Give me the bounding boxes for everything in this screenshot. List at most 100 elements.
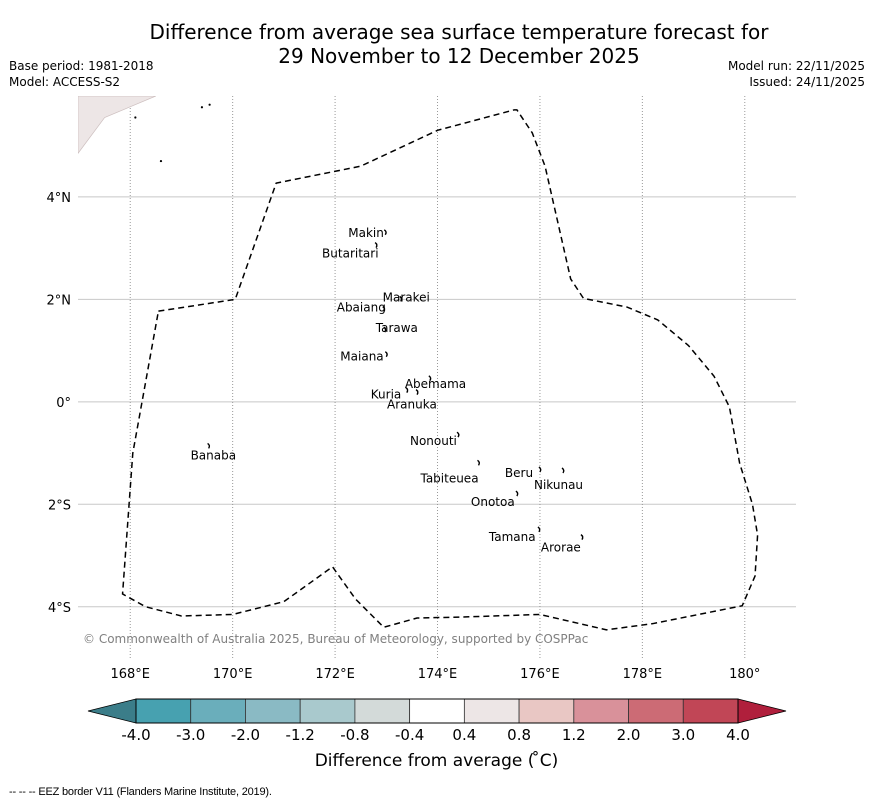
- colorbar-tick-label: 3.0: [671, 726, 695, 744]
- eez-border-line: [121, 109, 759, 631]
- island-nikunau: Nikunau: [534, 467, 583, 492]
- meta-right: Model run: 22/11/2025 Issued: 24/11/2025: [728, 58, 865, 90]
- island-shape: [383, 229, 387, 236]
- model-name: Model: ACCESS-S2: [9, 75, 121, 89]
- island-nonouti: Nonouti: [410, 431, 460, 448]
- colorbar-segment: [573, 698, 629, 724]
- islet-mark: [159, 159, 163, 163]
- colorbar-tick-label: -2.0: [231, 726, 260, 744]
- island-shape: [537, 526, 541, 533]
- eez-border-note: -- -- -- EEZ border V11 (Flanders Marine…: [9, 786, 272, 798]
- eez-border-layer: [121, 109, 759, 631]
- chart-title: Difference from average sea surface temp…: [0, 20, 873, 68]
- island-shape: [580, 534, 584, 540]
- island-label: Nikunau: [534, 478, 583, 492]
- title-line-2: 29 November to 12 December 2025: [278, 44, 640, 68]
- island-abemama: Abemama: [405, 375, 466, 391]
- island-shape: [383, 326, 387, 333]
- copyright-notice: © Commonwealth of Australia 2025, Bureau…: [83, 632, 589, 646]
- island-abaiang: Abaiang: [337, 301, 386, 315]
- lon-tick-label: 172°E: [315, 667, 355, 682]
- island-tamana: Tamana: [488, 526, 541, 544]
- island-shape: [382, 306, 386, 313]
- colorbar-tick-label: -0.4: [395, 726, 424, 744]
- islet-mark: [134, 116, 137, 119]
- island-arorae: Arorae: [541, 534, 584, 555]
- island-label: Marakei: [383, 290, 430, 304]
- island-shape: [456, 431, 460, 438]
- colorbar-segment: [135, 698, 192, 724]
- colorbar-segment: [190, 698, 246, 724]
- colorbar-tick-label: 0.8: [507, 726, 531, 744]
- colorbar-tick-label: 2.0: [617, 726, 641, 744]
- colorbar-tick-label: 0.4: [452, 726, 476, 744]
- island-makin: Makin: [348, 226, 387, 240]
- island-aranuka: Aranuka: [387, 389, 437, 412]
- island-label: Tabiteuea: [419, 471, 478, 485]
- colorbar-segment: [245, 698, 301, 724]
- island-label: Tamana: [488, 530, 536, 544]
- island-label: Butaritari: [322, 247, 379, 261]
- title-line-1: Difference from average sea surface temp…: [149, 20, 769, 44]
- island-label: Beru: [505, 466, 533, 480]
- island-shape: [428, 375, 432, 382]
- island-shape: [515, 490, 519, 497]
- colorbar-segment: [463, 698, 520, 724]
- island-shape: [477, 459, 480, 466]
- colorbar-tick-label: 4.0: [726, 726, 750, 744]
- island-label: Onotoa: [471, 495, 515, 509]
- colorbar-under-arrow: [87, 698, 137, 724]
- lon-tick-label: 178°E: [623, 667, 663, 682]
- lon-tick-label: 170°E: [213, 667, 253, 682]
- colorbar-tick-label: -3.0: [176, 726, 205, 744]
- island-tabiteuea: Tabiteuea: [419, 459, 480, 485]
- lon-tick-label: 176°E: [520, 667, 560, 682]
- colorbar-segment: [628, 698, 684, 724]
- island-label: Nonouti: [410, 434, 457, 448]
- island-kuria: Kuria: [371, 386, 409, 402]
- island-shape: [399, 295, 403, 302]
- island-shape: [384, 351, 388, 358]
- island-label: Maiana: [340, 350, 383, 364]
- lat-tick-label: 4°N: [47, 191, 72, 206]
- island-label: Kuria: [371, 388, 402, 402]
- island-butaritari: Butaritari: [322, 242, 379, 261]
- colorbar-tick-label: -1.2: [286, 726, 315, 744]
- colorbar-segment: [299, 698, 356, 724]
- island-shape: [374, 242, 378, 248]
- islet-mark: [208, 103, 211, 106]
- island-beru: Beru: [505, 466, 542, 480]
- colorbar-segment: [518, 698, 575, 724]
- island-shape: [561, 467, 565, 474]
- colorbar: -4.0 -3.0 -2.0 -1.2 -0.8 -0.4 0.4 0.8 1.2 2.0 3.0 4…: [87, 698, 787, 744]
- lon-tick-label: 174°E: [418, 667, 458, 682]
- colorbar-label: Difference from average ( ̊C): [314, 751, 559, 771]
- lon-tick-label: 180°: [729, 667, 760, 682]
- island-shape: [415, 389, 419, 396]
- lat-tick-label: 0°: [56, 396, 71, 411]
- island-label: Makin: [348, 226, 384, 240]
- land-polygon: [78, 96, 156, 154]
- island-maiana: Maiana: [340, 350, 388, 364]
- colorbar-segment: [682, 698, 739, 724]
- island-label: Abemama: [405, 377, 466, 391]
- island-shape: [538, 466, 542, 473]
- island-label: Abaiang: [337, 301, 386, 315]
- lat-tick-label: 2°S: [48, 498, 71, 513]
- issued-date: Issued: 24/11/2025: [749, 75, 865, 89]
- islet-mark: [200, 106, 204, 109]
- colorbar-outline: [135, 698, 739, 724]
- colorbar-tick-label: 1.2: [562, 726, 586, 744]
- island-label: Banaba: [191, 448, 237, 462]
- island-marakei: Marakei: [383, 290, 430, 304]
- lat-tick-label: 2°N: [47, 293, 72, 308]
- model-run: Model run: 22/11/2025: [727, 59, 865, 73]
- island-label: Aranuka: [387, 398, 437, 412]
- island-tarawa: Tarawa: [375, 321, 418, 335]
- colorbar-tick-label: -0.8: [340, 726, 369, 744]
- colorbar-over-arrow: [737, 698, 787, 724]
- island-onotoa: Onotoa: [471, 490, 519, 509]
- lat-tick-label: 4°S: [48, 601, 71, 616]
